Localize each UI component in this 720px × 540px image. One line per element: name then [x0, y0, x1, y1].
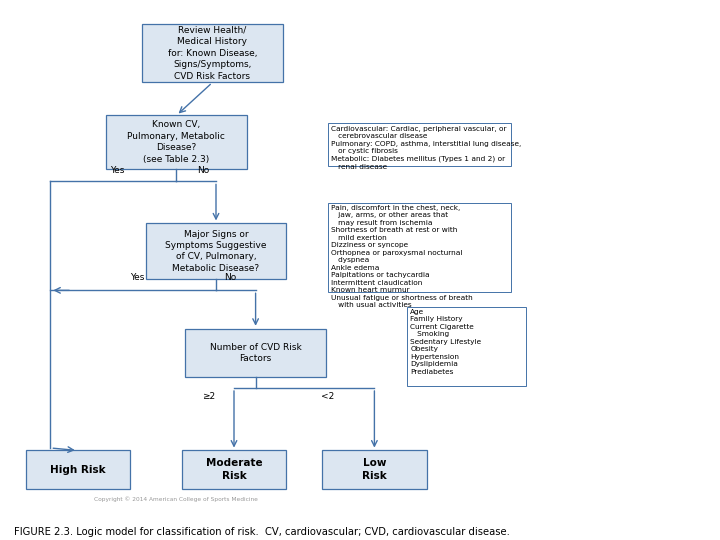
Text: ≥2: ≥2	[202, 393, 215, 401]
FancyBboxPatch shape	[181, 450, 287, 489]
Text: Yes: Yes	[110, 166, 125, 175]
FancyBboxPatch shape	[328, 203, 511, 292]
Text: No: No	[197, 166, 210, 175]
FancyBboxPatch shape	[407, 307, 526, 386]
Text: Review Health/
Medical History
for: Known Disease,
Signs/Symptoms,
CVD Risk Fact: Review Health/ Medical History for: Know…	[168, 26, 257, 80]
Text: Pain, discomfort in the chest, neck,
   jaw, arms, or other areas that
   may re: Pain, discomfort in the chest, neck, jaw…	[331, 205, 473, 308]
Text: Low
Risk: Low Risk	[362, 458, 387, 481]
Text: No: No	[224, 273, 237, 282]
FancyBboxPatch shape	[145, 224, 287, 279]
Text: Known CV,
Pulmonary, Metabolic
Disease?
(see Table 2.3): Known CV, Pulmonary, Metabolic Disease? …	[127, 120, 225, 164]
FancyBboxPatch shape	[185, 329, 325, 377]
Text: Number of CVD Risk
Factors: Number of CVD Risk Factors	[210, 342, 302, 363]
Text: Major Signs or
Symptoms Suggestive
of CV, Pulmonary,
Metabolic Disease?: Major Signs or Symptoms Suggestive of CV…	[166, 230, 266, 273]
Text: High Risk: High Risk	[50, 464, 106, 475]
Text: Copyright © 2014 American College of Sports Medicine: Copyright © 2014 American College of Spo…	[94, 496, 258, 502]
FancyBboxPatch shape	[328, 123, 511, 166]
Text: <2: <2	[321, 393, 334, 401]
Text: Cardiovascular: Cardiac, peripheral vascular, or
   cerebrovascular disease
Pulm: Cardiovascular: Cardiac, peripheral vasc…	[331, 126, 521, 170]
Text: Age
Family History
Current Cigarette
   Smoking
Sedentary Lifestyle
Obesity
Hype: Age Family History Current Cigarette Smo…	[410, 309, 482, 375]
FancyBboxPatch shape	[107, 116, 246, 169]
Text: Yes: Yes	[130, 273, 144, 282]
FancyBboxPatch shape	[323, 450, 426, 489]
FancyBboxPatch shape	[26, 450, 130, 489]
FancyBboxPatch shape	[142, 24, 282, 83]
Text: Moderate
Risk: Moderate Risk	[206, 458, 262, 481]
Text: FIGURE 2.3. Logic model for classification of risk.  CV, cardiovascular; CVD, ca: FIGURE 2.3. Logic model for classificati…	[14, 527, 510, 537]
